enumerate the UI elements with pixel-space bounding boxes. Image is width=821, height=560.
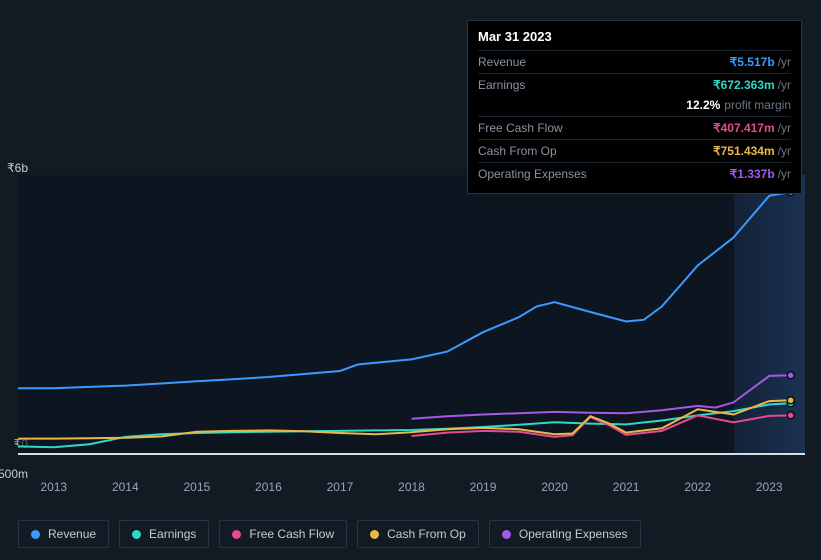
x-tick: 2017 — [327, 480, 354, 494]
legend-swatch — [370, 530, 379, 539]
tooltip-rows: Revenue ₹5.517b/yr Earnings ₹672.363m/yr 12.… — [478, 50, 791, 185]
series-end-marker — [787, 412, 794, 419]
legend-item[interactable]: Cash From Op — [357, 520, 479, 548]
legend-label: Operating Expenses — [519, 527, 628, 541]
legend-swatch — [502, 530, 511, 539]
series-line — [18, 192, 791, 388]
x-tick: 2018 — [398, 480, 425, 494]
tooltip-row-label: Earnings — [478, 78, 525, 92]
tooltip-row: Revenue ₹5.517b/yr — [478, 50, 791, 73]
hover-tooltip: Mar 31 2023 Revenue ₹5.517b/yr Earnings ₹67… — [467, 20, 802, 194]
tooltip-row-value: ₹407.417m/yr — [713, 121, 791, 135]
tooltip-date: Mar 31 2023 — [478, 29, 791, 50]
legend-label: Cash From Op — [387, 527, 466, 541]
tooltip-row: Earnings ₹672.363m/yr — [478, 73, 791, 96]
tooltip-row-value: ₹751.434m/yr — [713, 144, 791, 158]
series-line — [412, 415, 791, 437]
tooltip-row-value: ₹1.337b/yr — [730, 167, 791, 181]
tooltip-row-label: Operating Expenses — [478, 167, 587, 181]
x-tick: 2020 — [541, 480, 568, 494]
x-tick: 2014 — [112, 480, 139, 494]
tooltip-row: Operating Expenses ₹1.337b/yr — [478, 162, 791, 185]
series-end-marker — [787, 397, 794, 404]
legend-item[interactable]: Operating Expenses — [489, 520, 641, 548]
x-tick: 2021 — [613, 480, 640, 494]
x-tick: 2019 — [470, 480, 497, 494]
x-tick: 2015 — [184, 480, 211, 494]
series-end-marker — [787, 372, 794, 379]
x-tick: 2016 — [255, 480, 282, 494]
x-tick: 2023 — [756, 480, 783, 494]
chart-svg — [18, 175, 805, 455]
legend-item[interactable]: Earnings — [119, 520, 209, 548]
legend-swatch — [232, 530, 241, 539]
series-line — [412, 375, 791, 419]
chart-area[interactable] — [18, 175, 805, 455]
tooltip-row-label: Cash From Op — [478, 144, 557, 158]
y-tick-neg: -₹500m — [0, 453, 28, 481]
tooltip-row-value: ₹672.363m/yr — [713, 78, 791, 92]
tooltip-row-label: Free Cash Flow — [478, 121, 563, 135]
x-tick: 2022 — [684, 480, 711, 494]
tooltip-row: Free Cash Flow ₹407.417m/yr — [478, 116, 791, 139]
legend-label: Free Cash Flow — [249, 527, 334, 541]
legend-label: Earnings — [149, 527, 196, 541]
y-tick-6b: ₹6b — [7, 161, 28, 175]
legend: Revenue Earnings Free Cash Flow Cash From O… — [18, 520, 641, 548]
tooltip-row: Cash From Op ₹751.434m/yr — [478, 139, 791, 162]
legend-swatch — [132, 530, 141, 539]
x-tick: 2013 — [40, 480, 67, 494]
legend-swatch — [31, 530, 40, 539]
legend-label: Revenue — [48, 527, 96, 541]
tooltip-row-value: ₹5.517b/yr — [730, 55, 791, 69]
x-axis: 2013 2014 2015 2016 2017 2018 2019 2020 2021 2022… — [18, 480, 805, 498]
legend-item[interactable]: Free Cash Flow — [219, 520, 347, 548]
legend-item[interactable]: Revenue — [18, 520, 109, 548]
tooltip-profit-margin: 12.2%profit margin — [478, 96, 791, 116]
tooltip-row-label: Revenue — [478, 55, 526, 69]
